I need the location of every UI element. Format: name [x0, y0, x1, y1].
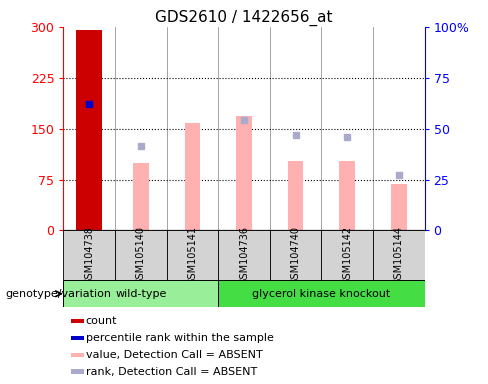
- Bar: [184, 123, 200, 230]
- Text: GSM104736: GSM104736: [239, 226, 249, 285]
- Text: glycerol kinase knockout: glycerol kinase knockout: [252, 289, 390, 299]
- Text: GSM105142: GSM105142: [342, 226, 352, 285]
- FancyBboxPatch shape: [218, 280, 425, 307]
- Title: GDS2610 / 1422656_at: GDS2610 / 1422656_at: [155, 9, 333, 25]
- Text: count: count: [86, 316, 117, 326]
- Bar: [391, 184, 407, 230]
- Text: GSM104738: GSM104738: [84, 226, 94, 285]
- Text: wild-type: wild-type: [115, 289, 166, 299]
- Bar: [71, 369, 83, 374]
- Bar: [71, 319, 83, 323]
- Bar: [71, 353, 83, 357]
- Text: percentile rank within the sample: percentile rank within the sample: [86, 333, 274, 343]
- Bar: [133, 162, 148, 230]
- FancyBboxPatch shape: [218, 230, 270, 280]
- FancyBboxPatch shape: [166, 230, 218, 280]
- Text: GSM105141: GSM105141: [187, 226, 198, 285]
- Bar: [236, 116, 252, 230]
- FancyBboxPatch shape: [373, 230, 425, 280]
- Text: rank, Detection Call = ABSENT: rank, Detection Call = ABSENT: [86, 367, 257, 377]
- FancyBboxPatch shape: [63, 280, 218, 307]
- FancyBboxPatch shape: [322, 230, 373, 280]
- Bar: [340, 161, 355, 230]
- Text: GSM105140: GSM105140: [136, 226, 146, 285]
- Text: GSM104740: GSM104740: [290, 226, 301, 285]
- Bar: [76, 30, 102, 230]
- FancyBboxPatch shape: [115, 230, 166, 280]
- Text: genotype/variation: genotype/variation: [5, 289, 111, 299]
- Bar: [71, 336, 83, 340]
- Bar: [288, 161, 304, 230]
- Text: GSM105144: GSM105144: [394, 226, 404, 285]
- FancyBboxPatch shape: [270, 230, 322, 280]
- FancyBboxPatch shape: [63, 230, 115, 280]
- Text: value, Detection Call = ABSENT: value, Detection Call = ABSENT: [86, 350, 263, 360]
